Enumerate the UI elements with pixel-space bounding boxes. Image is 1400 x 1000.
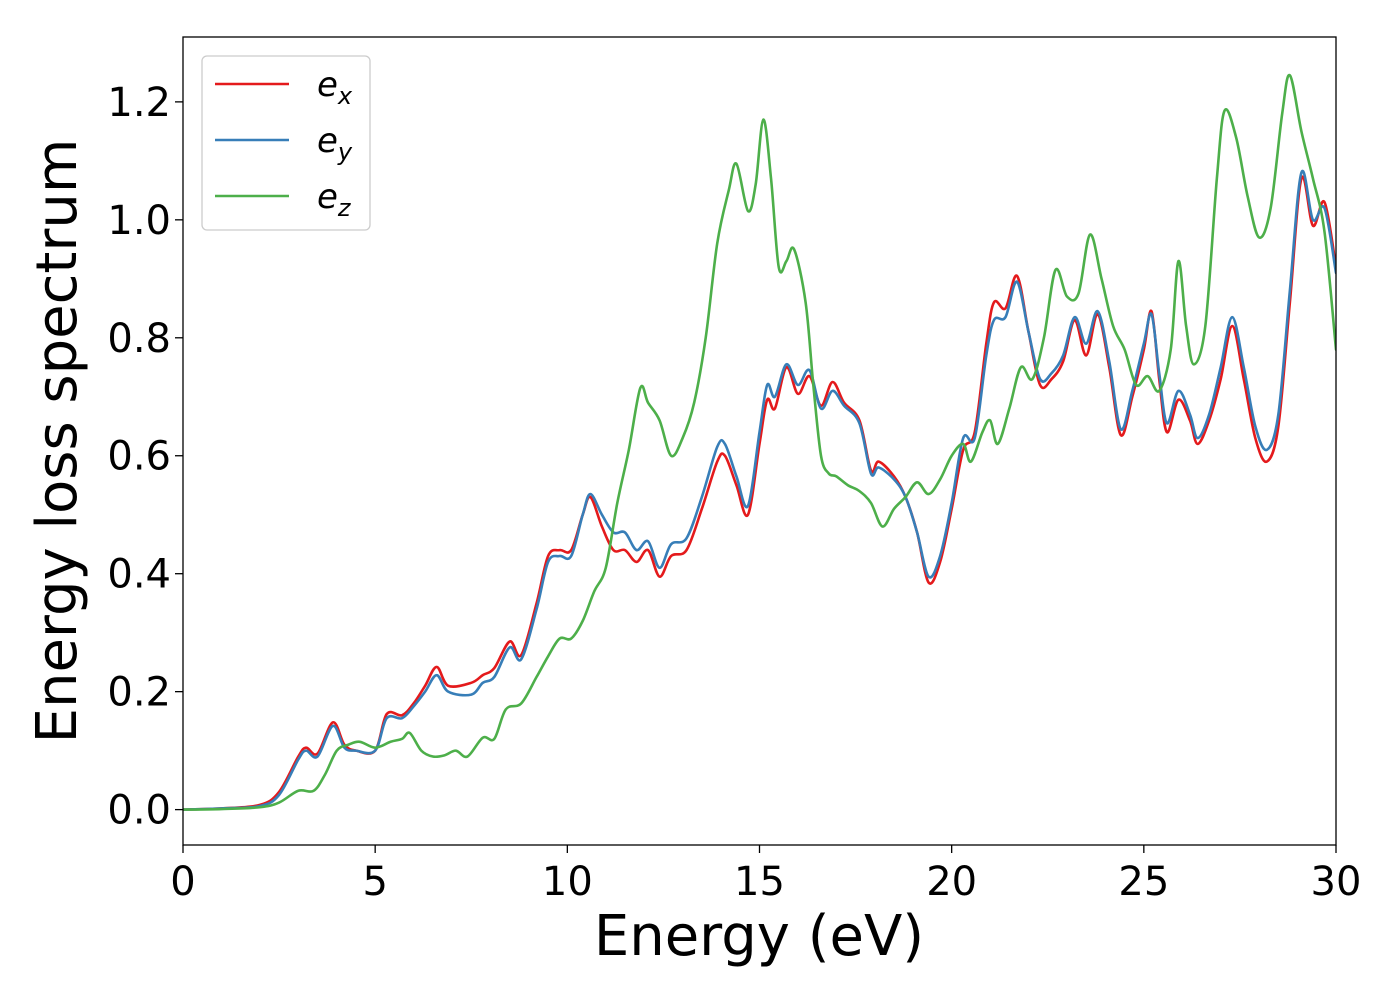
y-axis-label: Energy loss spectrum bbox=[25, 139, 90, 744]
series-line-y bbox=[183, 169, 1336, 811]
series-layer bbox=[183, 73, 1336, 811]
legend-label-z: ez bbox=[317, 177, 352, 222]
x-axis-label: Energy (eV) bbox=[594, 904, 924, 969]
series-line-x bbox=[183, 175, 1336, 811]
legend-box bbox=[201, 55, 371, 231]
x-axis-ticks: 0 5 10 15 20 25 30 bbox=[170, 845, 1361, 905]
y-tick-label: 1.0 bbox=[107, 198, 171, 244]
x-tick-label: 25 bbox=[1118, 859, 1169, 905]
y-tick-label: 0.6 bbox=[107, 434, 171, 480]
y-tick-label: 0.4 bbox=[107, 552, 171, 598]
x-tick-label: 10 bbox=[542, 859, 593, 905]
y-tick-label: 0.0 bbox=[107, 788, 171, 834]
x-tick-label: 30 bbox=[1311, 859, 1362, 905]
x-tick-label: 0 bbox=[170, 859, 195, 905]
series-line-z bbox=[183, 73, 1336, 811]
x-tick-label: 15 bbox=[734, 859, 785, 905]
y-axis-ticks: 0.0 0.2 0.4 0.6 0.8 1.0 1.2 bbox=[107, 80, 183, 834]
y-tick-label: 0.2 bbox=[107, 670, 171, 716]
y-tick-label: 1.2 bbox=[107, 80, 171, 126]
y-tick-label: 0.8 bbox=[107, 316, 171, 362]
x-tick-label: 5 bbox=[362, 859, 387, 905]
x-tick-label: 20 bbox=[926, 859, 977, 905]
